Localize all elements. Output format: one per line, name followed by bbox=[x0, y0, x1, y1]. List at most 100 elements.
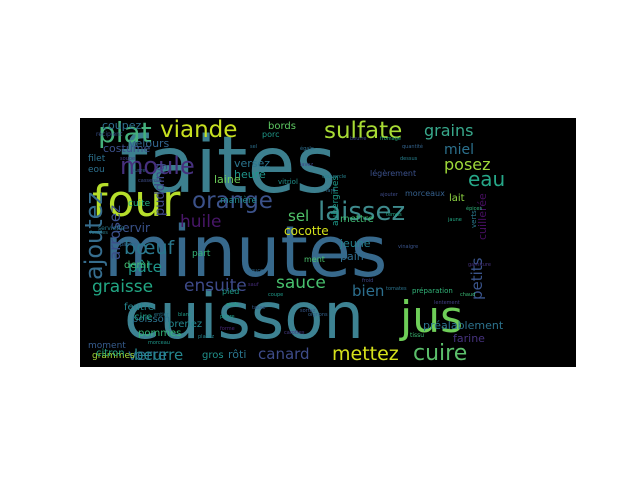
word-74: préparation bbox=[412, 287, 453, 295]
word-13: cuire bbox=[413, 341, 467, 366]
word-33: cocotte bbox=[284, 224, 329, 238]
word-72: récipient bbox=[96, 131, 123, 138]
word-97: œufs bbox=[226, 302, 239, 308]
word-39: heure bbox=[234, 168, 266, 181]
word-83: fromage bbox=[380, 136, 401, 142]
word-50: grammes bbox=[92, 351, 135, 361]
word-cloud: faites minutes cuisson four jus plat moule lais… bbox=[80, 118, 576, 367]
word-41: bords bbox=[268, 121, 296, 132]
word-103: lavez bbox=[300, 162, 313, 168]
word-18: sauce bbox=[276, 273, 326, 293]
word-96: lard bbox=[326, 188, 336, 194]
word-65: porc bbox=[262, 130, 279, 139]
word-2: minutes bbox=[104, 211, 387, 293]
word-36: costume bbox=[103, 142, 151, 155]
word-63: moment bbox=[88, 341, 126, 351]
word-25: miel bbox=[444, 142, 474, 158]
word-11: orange bbox=[192, 188, 273, 214]
word-99: feuilles bbox=[90, 230, 108, 236]
word-90: papier bbox=[120, 242, 137, 248]
word-20: graisse bbox=[92, 277, 153, 297]
word-14: eau bbox=[468, 167, 505, 191]
word-1: faites bbox=[120, 121, 336, 211]
word-15: mettez bbox=[332, 343, 399, 365]
word-64: vitriol bbox=[278, 178, 298, 186]
word-85: sauf bbox=[248, 282, 259, 288]
word-71: ment bbox=[304, 255, 325, 264]
word-91: douce bbox=[248, 268, 263, 274]
word-111: sortez bbox=[300, 308, 316, 314]
word-84: vinaigre bbox=[398, 244, 418, 250]
word-47: jeune bbox=[339, 237, 371, 250]
word-101: dessus bbox=[400, 156, 418, 162]
word-12: ajoutez bbox=[80, 192, 108, 280]
word-21: huile bbox=[180, 212, 221, 232]
word-19: ensuite bbox=[184, 276, 247, 296]
word-23: arrosez bbox=[106, 205, 124, 260]
word-93: sel bbox=[250, 144, 257, 150]
word-57: demi bbox=[124, 260, 149, 271]
word-52: pommes bbox=[138, 328, 181, 339]
word-86: pierre bbox=[220, 314, 235, 320]
word-16: bœuf bbox=[124, 237, 176, 259]
word-27: verre bbox=[128, 346, 167, 364]
word-95: tasse bbox=[252, 305, 265, 311]
word-106: quantité bbox=[402, 143, 423, 150]
word-75: verts bbox=[470, 210, 478, 228]
word-87: couvercle bbox=[322, 174, 346, 180]
word-17: grains bbox=[424, 121, 473, 140]
word-5: jus bbox=[399, 292, 463, 343]
word-3: cuisson bbox=[124, 280, 364, 354]
word-59: mettre bbox=[340, 214, 374, 225]
word-55: prenez bbox=[168, 319, 202, 330]
word-104: temps bbox=[386, 212, 402, 218]
word-77: beurre bbox=[350, 136, 366, 142]
word-9: sulfate bbox=[324, 118, 402, 144]
word-58: cuite bbox=[128, 199, 151, 209]
word-56: feutre bbox=[124, 302, 154, 313]
word-100: blanc bbox=[178, 312, 192, 318]
word-35: coupez bbox=[102, 119, 141, 132]
word-62: eou bbox=[88, 165, 105, 175]
word-42: rôti bbox=[228, 348, 246, 361]
word-88: jaune bbox=[447, 217, 462, 223]
word-107: égale bbox=[300, 145, 314, 152]
word-30: pâte bbox=[128, 258, 162, 276]
word-34: servir bbox=[116, 221, 150, 235]
word-70: part bbox=[192, 249, 211, 259]
word-4: four bbox=[92, 176, 181, 227]
word-38: versez bbox=[234, 157, 270, 170]
word-108: morceau bbox=[148, 340, 170, 346]
word-40: laine bbox=[214, 173, 241, 186]
word-24: posez bbox=[444, 155, 491, 174]
word-68: manière bbox=[220, 195, 258, 206]
word-7: moule bbox=[120, 152, 195, 180]
word-60: aubergines bbox=[331, 176, 341, 226]
word-54: cire bbox=[134, 312, 152, 323]
word-46: lait bbox=[449, 193, 465, 204]
word-78: soupe bbox=[120, 156, 135, 162]
word-53: poisson bbox=[132, 314, 170, 325]
word-61: filet bbox=[88, 154, 106, 164]
word-73: serviette bbox=[98, 225, 125, 232]
word-66: légèrement bbox=[370, 168, 416, 178]
word-48: pain bbox=[340, 250, 364, 263]
word-26: bien bbox=[352, 282, 384, 300]
word-32: pudding bbox=[153, 163, 168, 216]
word-110: placez bbox=[198, 334, 214, 340]
word-37: velours bbox=[129, 137, 170, 150]
word-10: viande bbox=[160, 118, 237, 143]
word-43: farine bbox=[453, 332, 485, 345]
word-113: garniture bbox=[468, 262, 491, 268]
word-98: lentement bbox=[434, 300, 460, 306]
word-8: laissez bbox=[318, 197, 405, 227]
word-82: carottes bbox=[284, 330, 305, 336]
word-114: épices bbox=[466, 205, 482, 212]
word-51: citron bbox=[96, 348, 125, 359]
word-81: tomates bbox=[386, 286, 407, 292]
word-44: préalablement bbox=[423, 319, 504, 332]
word-29: beurre bbox=[134, 346, 183, 364]
word-102: forme bbox=[220, 326, 235, 332]
word-80: oignons bbox=[308, 312, 328, 318]
